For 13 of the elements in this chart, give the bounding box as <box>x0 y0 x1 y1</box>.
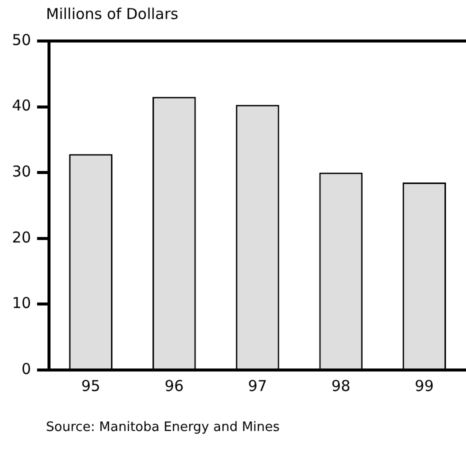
x-tick-label: 97 <box>248 376 268 395</box>
source-note: Source: Manitoba Energy and Mines <box>46 420 280 435</box>
x-tick-label: 98 <box>331 376 350 395</box>
y-tick-label: 10 <box>12 294 32 312</box>
y-tick-label: 0 <box>22 360 32 378</box>
y-tick-label: 20 <box>12 228 32 246</box>
y-tick-label: 40 <box>12 96 32 115</box>
x-tick-label: 95 <box>81 376 100 395</box>
x-tick-label: 96 <box>164 376 184 395</box>
y-tick-label: 30 <box>12 162 32 180</box>
y-axis-title: Millions of Dollars <box>46 5 178 23</box>
y-tick-label: 50 <box>12 30 32 49</box>
x-tick-label: 99 <box>414 376 434 395</box>
